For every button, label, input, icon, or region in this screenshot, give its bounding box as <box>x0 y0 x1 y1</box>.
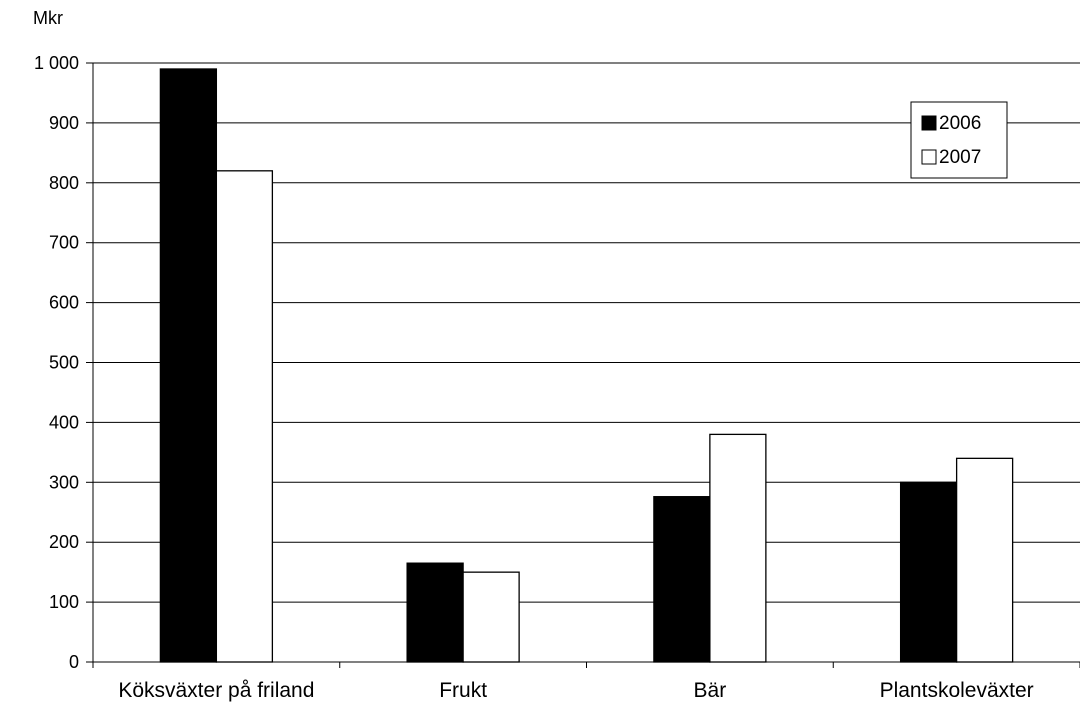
y-tick-label: 1 000 <box>34 53 79 73</box>
x-tick-label: Plantskoleväxter <box>880 679 1034 702</box>
legend-label-2006: 2006 <box>939 113 981 134</box>
x-tick-label: Bär <box>694 679 727 702</box>
legend: 2006 2007 <box>911 102 1007 178</box>
y-tick-label: 600 <box>49 293 79 313</box>
legend-swatch-2007 <box>922 150 936 164</box>
y-tick-label: 100 <box>49 592 79 612</box>
x-tick-labels: Köksväxter på friland Frukt Bär Plantskolev… <box>118 679 1033 702</box>
x-tick-label: Frukt <box>439 679 487 702</box>
bar-2006 <box>407 563 463 662</box>
legend-swatch-2006 <box>922 116 936 130</box>
legend-label-2007: 2007 <box>939 147 981 168</box>
bar-2006 <box>160 69 216 662</box>
y-tick-label: 500 <box>49 353 79 373</box>
y-tick-label: 700 <box>49 233 79 253</box>
bar-2007 <box>463 572 519 662</box>
bars <box>160 69 1012 662</box>
bar-2006 <box>901 482 957 662</box>
y-tick-label: 400 <box>49 412 79 432</box>
y-axis-unit-label: Mkr <box>33 8 63 29</box>
y-tick-label: 800 <box>49 173 79 193</box>
y-tick-label: 0 <box>69 652 79 672</box>
x-tick-label: Köksväxter på friland <box>118 679 314 702</box>
y-tick-labels: 0 100 200 300 400 500 600 700 800 900 1 000 <box>34 53 79 672</box>
bar-2006 <box>654 497 710 662</box>
y-tick-label: 300 <box>49 472 79 492</box>
y-tick-label: 200 <box>49 532 79 552</box>
bar-2007 <box>710 434 766 662</box>
bar-2007 <box>216 171 272 662</box>
bar-2007 <box>957 458 1013 662</box>
y-tick-label: 900 <box>49 113 79 133</box>
